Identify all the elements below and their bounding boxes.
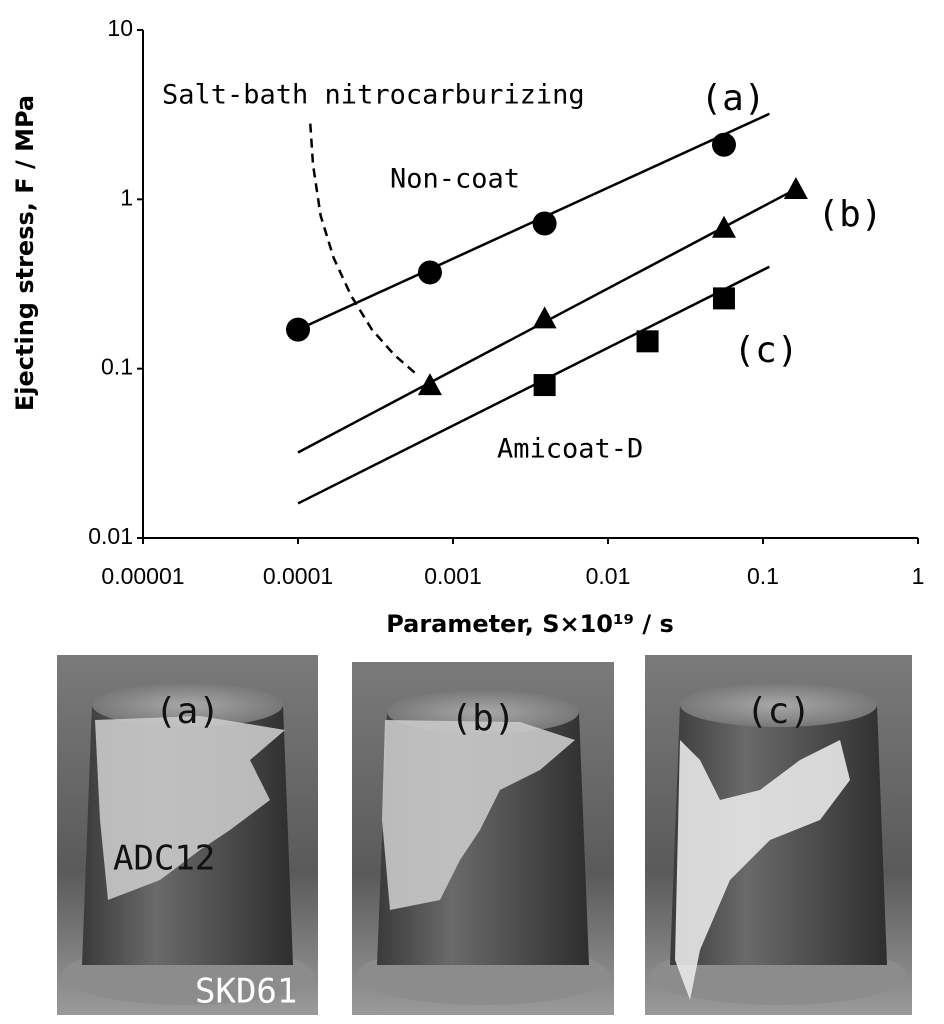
adhesion xyxy=(382,720,575,910)
cylinder-top xyxy=(92,683,283,727)
data-point xyxy=(712,287,735,310)
x-axis-title: Parameter, S×10¹⁹ / s xyxy=(386,610,674,638)
y-tick-label: 1 xyxy=(120,184,133,210)
series-label: (c) xyxy=(733,330,798,371)
data-point xyxy=(533,374,556,397)
x-tick-label: 0.1 xyxy=(747,563,779,589)
x-tick-label: 0.001 xyxy=(424,563,482,589)
photo-label: (b) xyxy=(450,698,515,739)
data-point xyxy=(417,373,442,396)
adhesion xyxy=(95,716,285,900)
dashed-curve xyxy=(309,123,418,375)
annotation: Amicoat-D xyxy=(497,434,643,465)
y-axis-title: Ejecting stress, F / MPa xyxy=(11,95,39,411)
data-point xyxy=(532,211,557,236)
photo-note: ADC12 xyxy=(113,839,215,879)
annotation: Non-coat xyxy=(390,164,520,195)
photo: (a) ADC12 SKD61 xyxy=(57,655,318,1015)
photo: (c) xyxy=(645,655,912,1015)
photo-label: (a) xyxy=(155,691,220,732)
data-point xyxy=(636,330,659,353)
data-point xyxy=(711,215,736,238)
photo-note: SKD61 xyxy=(195,972,297,1012)
x-tick-label: 1 xyxy=(912,563,925,589)
data-point xyxy=(711,132,736,157)
series-label: (b) xyxy=(817,194,882,235)
y-tick-label: 10 xyxy=(107,15,133,41)
annotation: Salt-bath nitrocarburizing xyxy=(162,80,585,111)
series-label: (a) xyxy=(700,78,765,119)
cylinder-top xyxy=(680,683,877,727)
y-tick-label: 0.1 xyxy=(101,354,133,380)
x-tick-label: 0.00001 xyxy=(101,563,184,589)
data-point xyxy=(783,177,808,200)
photo: (b) xyxy=(352,662,614,1015)
data-point xyxy=(532,306,557,329)
x-tick-label: 0.0001 xyxy=(263,563,333,589)
adhesion xyxy=(675,740,850,1000)
y-tick-label: 0.01 xyxy=(88,523,133,549)
data-point xyxy=(417,260,442,285)
x-tick-label: 0.01 xyxy=(586,563,631,589)
photo-label: (c) xyxy=(746,691,811,732)
data-point xyxy=(286,317,310,342)
